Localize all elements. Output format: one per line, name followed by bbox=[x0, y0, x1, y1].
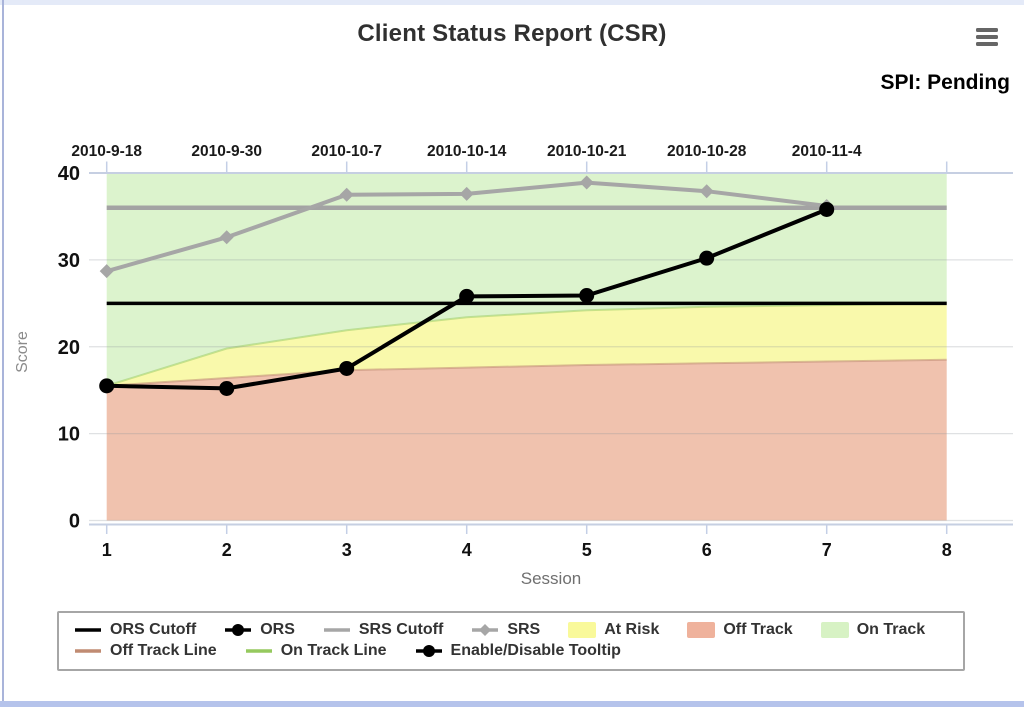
legend-label: SRS bbox=[507, 621, 541, 638]
spi-status-text: SPI: Pending bbox=[880, 71, 1010, 94]
top-axis-date-label: 2010-10-21 bbox=[547, 143, 627, 160]
legend-label: ORS bbox=[260, 621, 295, 638]
y-axis-title: Score bbox=[14, 331, 31, 373]
y-axis-tick-label: 40 bbox=[58, 163, 80, 185]
legend-item-off-track[interactable]: Off Track bbox=[686, 621, 793, 639]
srs-data-point[interactable] bbox=[219, 230, 234, 245]
page-top-border bbox=[0, 0, 1024, 5]
top-axis-date-label: 2010-11-4 bbox=[792, 143, 862, 160]
hamburger-menu-icon[interactable] bbox=[976, 28, 998, 49]
line-swatch-icon bbox=[245, 649, 272, 653]
srs-data-point[interactable] bbox=[699, 184, 714, 199]
top-axis-date-label: 2010-9-30 bbox=[191, 143, 262, 160]
x-axis-title: Session bbox=[521, 569, 581, 588]
line-swatch-icon bbox=[75, 649, 101, 653]
chart-plot-area: 2010-9-18 2010-9-30 2010-10-7 2010-10-14 201… bbox=[14, 143, 1013, 588]
y-axis-tick-label: 10 bbox=[58, 424, 80, 446]
box-swatch-icon bbox=[568, 622, 597, 638]
on-track-area bbox=[106, 173, 947, 386]
page-bottom-border bbox=[0, 701, 1024, 707]
off-track-area bbox=[106, 359, 947, 521]
top-axis-date-label: 2010-10-28 bbox=[667, 143, 747, 160]
legend-label: On Track bbox=[856, 621, 926, 638]
legend-label: ORS Cutoff bbox=[110, 621, 197, 638]
legend-item-srs[interactable]: SRS bbox=[470, 621, 540, 639]
srs-data-point[interactable] bbox=[339, 187, 354, 202]
chart-legend: ORS Cutoff ORS SRS Cutoff SRS At Risk Off Tra… bbox=[57, 611, 965, 671]
x-axis-tick-label: 7 bbox=[822, 540, 832, 560]
legend-item-on-track[interactable]: On Track bbox=[820, 621, 925, 639]
legend-label: On Track Line bbox=[280, 642, 387, 659]
legend-item-on-track-line[interactable]: On Track Line bbox=[244, 642, 387, 660]
ors-data-point[interactable] bbox=[819, 201, 835, 217]
legend-item-off-track-line[interactable]: Off Track Line bbox=[73, 642, 217, 660]
hamburger-bar bbox=[976, 28, 998, 32]
box-swatch-icon bbox=[687, 622, 716, 638]
x-axis-tick-label: 8 bbox=[942, 540, 952, 560]
y-axis-tick-label: 0 bbox=[69, 511, 80, 533]
legend-label: SRS Cutoff bbox=[358, 621, 444, 638]
legend-item-enable-disable-tooltip[interactable]: Enable/Disable Tooltip bbox=[414, 642, 621, 660]
legend-item-srs-cutoff[interactable]: SRS Cutoff bbox=[322, 621, 443, 639]
ors-data-point[interactable] bbox=[219, 380, 235, 396]
ors-data-point[interactable] bbox=[579, 287, 595, 303]
legend-label: Off Track bbox=[723, 621, 793, 638]
x-axis-tick-label: 1 bbox=[102, 540, 112, 560]
top-axis-date-label: 2010-10-14 bbox=[427, 143, 507, 160]
line-swatch-icon bbox=[75, 628, 101, 632]
hamburger-bar bbox=[976, 35, 998, 39]
hamburger-bar bbox=[976, 42, 998, 46]
x-axis-tick-label: 2 bbox=[222, 540, 232, 560]
ors-data-point[interactable] bbox=[99, 378, 115, 394]
legend-label: At Risk bbox=[604, 621, 660, 638]
ors-data-point[interactable] bbox=[459, 288, 475, 304]
line-diamond-swatch-icon bbox=[472, 624, 499, 636]
at-risk-area bbox=[106, 303, 947, 386]
ors-data-point[interactable] bbox=[339, 360, 355, 376]
line-swatch-icon bbox=[323, 628, 350, 632]
line-circle-swatch-icon bbox=[225, 624, 252, 636]
chart-title: Client Status Report (CSR) bbox=[357, 20, 667, 47]
legend-item-at-risk[interactable]: At Risk bbox=[567, 621, 659, 639]
x-axis-tick-label: 6 bbox=[702, 540, 712, 560]
legend-item-ors-cutoff[interactable]: ORS Cutoff bbox=[73, 621, 196, 639]
top-axis-date-label: 2010-9-18 bbox=[71, 143, 142, 160]
ors-data-point[interactable] bbox=[699, 250, 715, 266]
x-axis-tick-label: 3 bbox=[342, 540, 352, 560]
box-swatch-icon bbox=[820, 622, 849, 638]
legend-row: ORS Cutoff ORS SRS Cutoff SRS At Risk Off Tra… bbox=[73, 621, 949, 639]
srs-data-point[interactable] bbox=[99, 264, 114, 279]
x-axis-tick-label: 5 bbox=[582, 540, 592, 560]
legend-item-ors[interactable]: ORS bbox=[223, 621, 295, 639]
x-axis-tick-label: 4 bbox=[462, 540, 472, 560]
page-left-border bbox=[2, 0, 4, 707]
legend-label: Off Track Line bbox=[110, 642, 217, 659]
on-track-line bbox=[106, 302, 947, 387]
y-axis-tick-label: 30 bbox=[58, 250, 80, 272]
line-circle-swatch-icon bbox=[415, 645, 442, 657]
y-axis-tick-label: 20 bbox=[58, 337, 80, 359]
legend-label: Enable/Disable Tooltip bbox=[450, 642, 621, 659]
legend-row: Off Track Line On Track Line Enable/Disabl… bbox=[73, 642, 949, 660]
off-track-line bbox=[106, 358, 947, 387]
srs-data-point[interactable] bbox=[459, 186, 474, 201]
srs-data-point[interactable] bbox=[579, 175, 594, 190]
top-axis-date-label: 2010-10-7 bbox=[311, 143, 382, 160]
